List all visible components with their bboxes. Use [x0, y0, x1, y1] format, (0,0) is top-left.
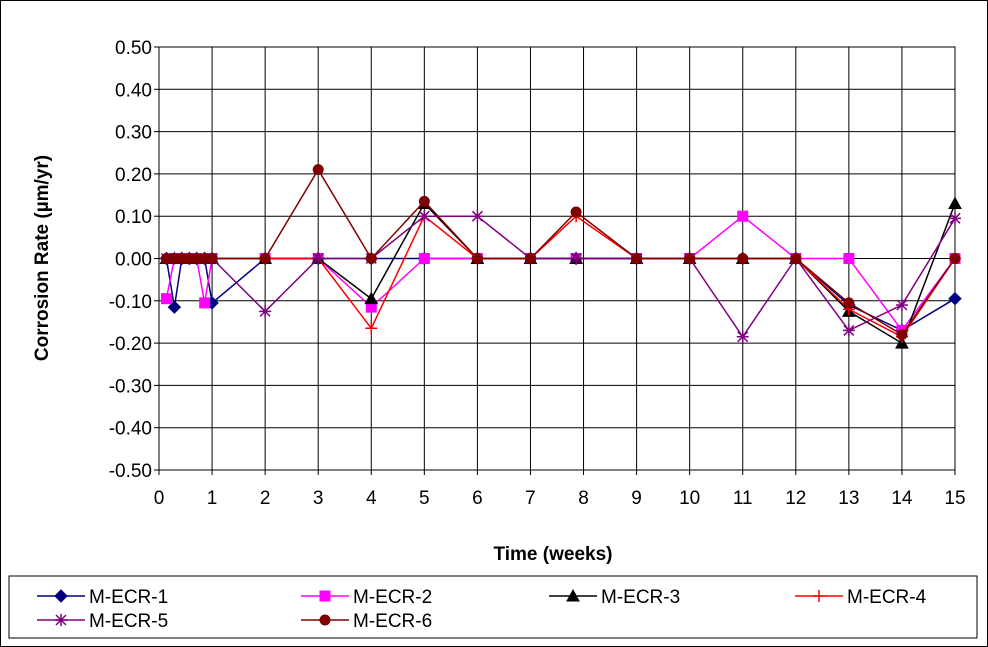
data-point [843, 297, 855, 309]
legend-label: M-ECR-3 [601, 587, 680, 608]
data-point [259, 305, 272, 318]
legend-item: M-ECR-2 [301, 587, 432, 608]
data-point [206, 253, 218, 264]
data-point [949, 212, 961, 225]
legend-label: M-ECR-1 [89, 587, 168, 608]
data-point [199, 297, 211, 309]
data-point [948, 196, 962, 210]
y-tick-label: -0.40 [109, 419, 152, 440]
y-tick-label: 0.40 [115, 80, 152, 101]
x-tick-label: 13 [838, 488, 859, 509]
y-tick-label: 0.30 [115, 123, 152, 144]
data-point [842, 324, 855, 337]
legend-label: M-ECR-6 [353, 611, 432, 632]
data-point [418, 253, 430, 264]
data-point [737, 210, 749, 222]
data-point [684, 253, 696, 264]
x-tick-label: 4 [366, 488, 377, 509]
legend-item: M-ECR-3 [549, 587, 680, 608]
x-tick-label: 0 [154, 488, 165, 509]
x-axis-title: Time (weeks) [494, 544, 613, 565]
data-point [896, 329, 908, 341]
data-point [259, 253, 271, 264]
data-point [160, 293, 172, 305]
x-tick-label: 8 [578, 488, 589, 509]
series-lines [159, 164, 962, 349]
legend-marker [319, 590, 331, 602]
y-axis-title: Corrosion Rate (µm/yr) [32, 155, 53, 361]
x-tick-label: 10 [679, 488, 700, 509]
data-point [418, 195, 430, 207]
y-tick-label: -0.20 [109, 334, 152, 355]
data-point [471, 210, 484, 223]
gridlines [154, 46, 956, 475]
x-tick-label: 6 [472, 488, 483, 509]
x-tick-label: 1 [207, 488, 218, 509]
data-point [790, 253, 802, 264]
x-tick-label: 12 [785, 488, 806, 509]
data-point [312, 252, 325, 265]
legend-item: M-ECR-6 [301, 611, 432, 632]
legend: M-ECR-1 M-ECR-2 M-ECR-3 M-ECR-4 M-ECR-5 M-ECR… [37, 587, 927, 632]
legend-label: M-ECR-4 [847, 587, 927, 608]
legend-marker [566, 588, 580, 602]
legend-item: M-ECR-1 [37, 587, 168, 608]
x-tick-label: 2 [260, 488, 271, 509]
data-point [364, 291, 379, 305]
data-point [895, 299, 908, 312]
data-point [524, 253, 536, 264]
legend-item: M-ECR-4 [795, 587, 927, 608]
data-point [570, 206, 582, 218]
data-point [737, 253, 749, 264]
data-point [312, 164, 324, 176]
x-tick-label: 15 [944, 488, 965, 509]
x-tick-label: 3 [313, 488, 324, 509]
data-point [570, 252, 583, 265]
y-tick-label: 0.00 [115, 250, 152, 271]
data-point [471, 253, 483, 264]
legend-marker [813, 590, 825, 602]
legend-label: M-ECR-5 [89, 611, 168, 632]
x-tick-label: 14 [891, 488, 913, 509]
x-tick-label: 7 [525, 488, 536, 509]
legend-marker [54, 589, 68, 603]
y-tick-label: -0.10 [109, 292, 152, 313]
y-tick-labels: 0.50 0.40 0.30 0.20 0.10 0.00 -0.10 -0.20 -0.30 -… [109, 38, 152, 482]
data-point [365, 253, 377, 264]
y-tick-label: 0.10 [115, 207, 152, 228]
y-tick-label: -0.30 [109, 376, 152, 397]
data-point [949, 253, 961, 264]
data-point [948, 291, 962, 306]
data-point [631, 253, 643, 264]
legend-box [8, 575, 978, 639]
data-point [418, 210, 431, 223]
data-point [365, 322, 378, 335]
series-m-ecr-6 [160, 164, 961, 341]
data-point [843, 253, 855, 264]
legend-item: M-ECR-5 [37, 611, 168, 632]
y-tick-label: 0.50 [115, 38, 152, 59]
x-tick-label: 9 [631, 488, 642, 509]
legend-label: M-ECR-2 [353, 587, 432, 608]
legend-marker [55, 614, 67, 626]
y-tick-label: -0.50 [109, 461, 152, 482]
data-point [736, 330, 749, 343]
x-tick-labels: 0 1 2 3 4 5 6 7 8 9 10 11 12 13 14 15 [154, 488, 966, 509]
x-tick-label: 11 [733, 488, 753, 509]
x-tick-label: 5 [419, 488, 430, 509]
y-tick-label: 0.20 [115, 165, 152, 186]
legend-marker [319, 614, 331, 626]
